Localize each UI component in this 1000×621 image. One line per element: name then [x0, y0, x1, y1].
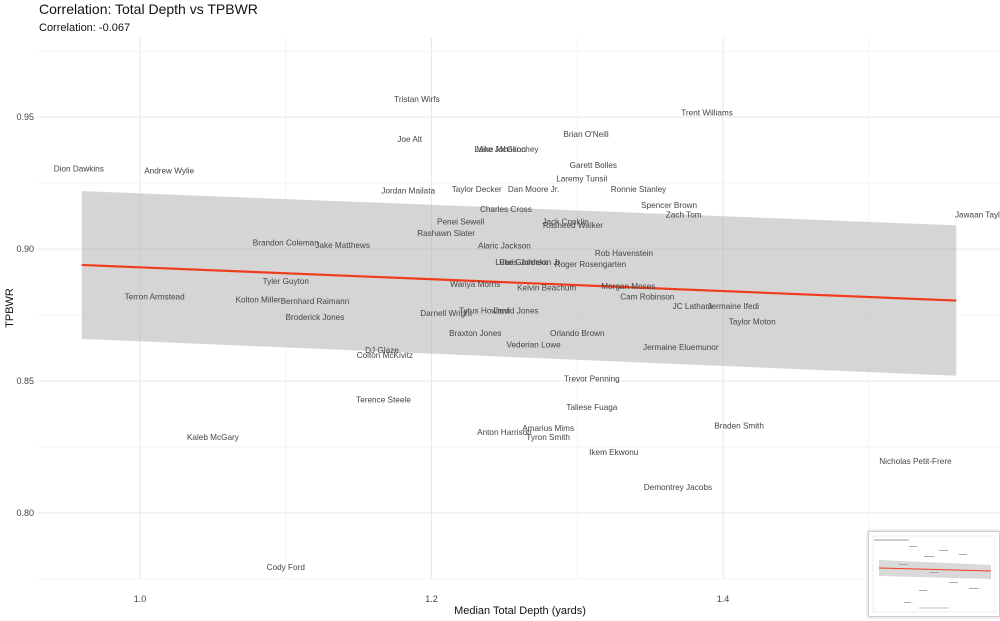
point-label: Luke Goedeke: [495, 258, 549, 267]
point-label: Orlando Brown: [550, 329, 605, 338]
point-label: Jermaine Ifedi: [708, 302, 760, 311]
point-label: Broderick Jones: [286, 313, 345, 322]
chart-thumbnail-preview[interactable]: [868, 531, 1000, 617]
point-label: Joe Alt: [397, 135, 422, 144]
point-label: Laremy Tunsil: [556, 175, 607, 184]
point-label: Ronnie Stanley: [611, 185, 667, 194]
trend-line: [81, 263, 957, 302]
point-label: Spencer Brown: [641, 201, 697, 210]
point-label: Dion Dawkins: [54, 164, 104, 173]
point-label: Cam Robinson: [620, 292, 675, 301]
point-label: Amarius Mims: [522, 424, 574, 433]
y-tick-label: 0.95: [16, 112, 34, 122]
point-label: Jake Matthews: [315, 241, 370, 250]
point-label: DJ Glaze: [365, 346, 399, 355]
point-label: Kelvin Beachum: [517, 283, 576, 292]
chart-subtitle: Correlation: -0.067: [39, 22, 130, 34]
point-label: Paris Johnson Jr.: [499, 258, 562, 267]
point-label: Kaleb McGary: [187, 433, 240, 442]
point-label: Rasheed Walker: [543, 221, 603, 230]
point-label: Andrew Wylie: [144, 167, 194, 176]
point-label: Braxton Jones: [449, 329, 501, 338]
point-label: Braden Smith: [714, 422, 764, 431]
point-label: Roger Rosengarten: [555, 260, 627, 269]
point-label: Rob Havenstein: [595, 249, 654, 258]
x-tick-label: 1.0: [134, 594, 147, 604]
point-label: Demontrey Jacobs: [644, 483, 712, 492]
point-label: Brian O'Neill: [563, 130, 608, 139]
y-tick-label: 0.90: [16, 244, 34, 254]
point-label: Kolton Miller: [236, 296, 281, 305]
y-axis-title: TPBWR: [4, 288, 16, 328]
point-label: Tyler Guyton: [263, 277, 310, 286]
point-label: Alaric Jackson: [478, 242, 531, 251]
x-axis-title: Median Total Depth (yards): [454, 605, 586, 617]
thumbnail-icon: [872, 535, 996, 613]
point-label: Colton McKivitz: [357, 351, 413, 360]
x-tick-label: 1.2: [425, 594, 438, 604]
point-label: Terence Steele: [356, 395, 411, 404]
point-label: Zach Tom: [666, 211, 702, 220]
axis-ticks: 1.0 1.2 1.4 0.80 0.85 0.90 0.95: [16, 112, 729, 604]
point-label: Taliese Fuaga: [566, 403, 617, 412]
point-label: Rashawn Slater: [417, 229, 475, 238]
point-label: Garett Bolles: [570, 161, 617, 170]
point-label: Brandon Coleman: [253, 239, 319, 248]
point-label: Tytus Howard: [459, 307, 509, 316]
point-label: Mike McGlinchey: [476, 145, 539, 154]
chart-title: Correlation: Total Depth vs TPBWR: [39, 1, 258, 17]
point-label: Darnell Wright: [420, 309, 472, 318]
point-label: Taylor Moton: [729, 318, 776, 327]
point-label: Nicholas Petit-Frere: [879, 457, 952, 466]
point-label: Dan Moore Jr.: [508, 185, 559, 194]
point-label: Taylor Decker: [452, 185, 502, 194]
point-label: Cody Ford: [267, 563, 306, 572]
point-labels: Tristan Wirfs Trent Williams Brian O'Neill…: [54, 95, 1000, 572]
point-label: Tristan Wirfs: [394, 95, 440, 104]
point-label: Wanya Morris: [450, 280, 500, 289]
point-label: Trevor Penning: [564, 375, 620, 384]
y-tick-label: 0.85: [16, 376, 34, 386]
point-label: Trent Williams: [681, 108, 733, 117]
point-label: Vederian Lowe: [506, 341, 561, 350]
point-label: Tyron Smith: [526, 433, 570, 442]
x-tick-label: 1.4: [717, 594, 730, 604]
point-label: Jack Conklin: [542, 218, 589, 227]
point-label: JC Latham: [673, 302, 713, 311]
point-label: Jermaine Eluemunor: [643, 343, 719, 352]
point-label: Bernhard Raimann: [281, 297, 350, 306]
point-label: Morgan Moses: [601, 282, 655, 291]
point-label: Lane Johnson: [474, 145, 526, 154]
point-label: Anton Harrison: [477, 428, 532, 437]
point-label: Terron Armstead: [125, 292, 186, 301]
regression-line: [81, 263, 957, 302]
point-label: Ikem Ekwonu: [589, 448, 639, 457]
point-label: Jawaan Taylor: [955, 211, 1000, 220]
point-label: Jordan Mailata: [381, 187, 435, 196]
y-tick-label: 0.80: [16, 508, 34, 518]
point-label: Penei Sewell: [437, 218, 485, 227]
point-label: David Jones: [494, 307, 539, 316]
point-label: Charles Cross: [480, 205, 532, 214]
